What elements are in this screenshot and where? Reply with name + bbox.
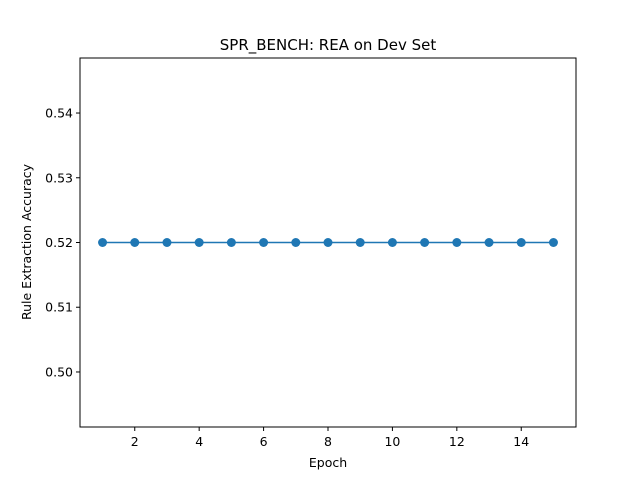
data-point	[484, 238, 494, 247]
data-point	[420, 238, 430, 247]
y-tick-label: 0.54	[45, 106, 73, 121]
data-point	[548, 238, 558, 247]
y-tick-label: 0.52	[45, 235, 73, 250]
y-axis-label: Rule Extraction Accuracy	[19, 163, 34, 320]
y-tick-label: 0.50	[45, 364, 73, 379]
chart-title: SPR_BENCH: REA on Dev Set	[220, 36, 437, 55]
data-point	[130, 238, 140, 247]
y-tick-label: 0.51	[45, 300, 73, 315]
data-point	[323, 238, 333, 247]
axes-frame	[79, 57, 577, 428]
y-tick-label: 0.53	[45, 170, 73, 185]
data-point	[516, 238, 526, 247]
data-point	[452, 238, 462, 247]
data-point	[162, 238, 172, 247]
x-tick-label: 8	[324, 434, 332, 449]
x-tick-label: 10	[384, 434, 400, 449]
data-point	[387, 238, 397, 247]
data-point	[291, 238, 301, 247]
data-point	[259, 238, 269, 247]
x-tick-label: 14	[513, 434, 529, 449]
x-tick-label: 6	[260, 434, 268, 449]
x-axis-label: Epoch	[309, 455, 347, 470]
data-point	[226, 238, 236, 247]
plot-area: 2 4 6 8 10 12 14 0.50 0.51 0.52 0.53 0.54	[45, 57, 577, 449]
data-point	[98, 238, 108, 247]
x-tick-label: 2	[131, 434, 139, 449]
data-point	[355, 238, 365, 247]
x-tick-label: 4	[195, 434, 203, 449]
data-point	[194, 238, 204, 247]
x-tick-label: 12	[449, 434, 465, 449]
